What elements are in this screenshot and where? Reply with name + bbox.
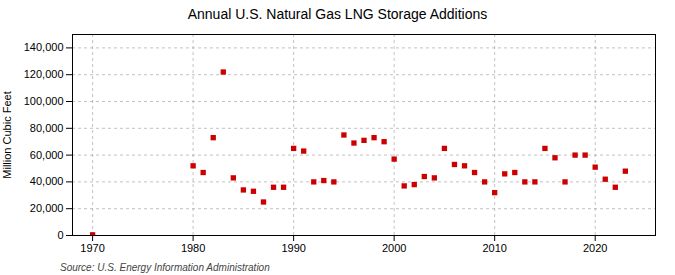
html-text:Source: U.S. Energy Informatio: Source: U.S. Energy Information Administ… — [60, 262, 270, 273]
svg-text:120,000: 120,000 — [24, 68, 64, 80]
svg-text:2000: 2000 — [382, 242, 406, 254]
svg-text:1990: 1990 — [281, 242, 305, 254]
svg-text:20,000: 20,000 — [30, 202, 64, 214]
svg-text:140,000: 140,000 — [24, 41, 64, 53]
svg-text:80,000: 80,000 — [30, 122, 64, 134]
svg-text:60,000: 60,000 — [30, 149, 64, 161]
svg-text:100,000: 100,000 — [24, 95, 64, 107]
svg-text:0: 0 — [57, 229, 63, 241]
svg-text:2020: 2020 — [583, 242, 607, 254]
svg-text:1970: 1970 — [80, 242, 104, 254]
svg-text:1980: 1980 — [181, 242, 205, 254]
svg-text:Million Cubic Feet: Million Cubic Feet — [1, 91, 13, 178]
html-text:Annual U.S. Natural Gas LNG St: Annual U.S. Natural Gas LNG Storage Addi… — [187, 6, 488, 22]
svg-text:2010: 2010 — [482, 242, 506, 254]
svg-text:40,000: 40,000 — [30, 175, 64, 187]
